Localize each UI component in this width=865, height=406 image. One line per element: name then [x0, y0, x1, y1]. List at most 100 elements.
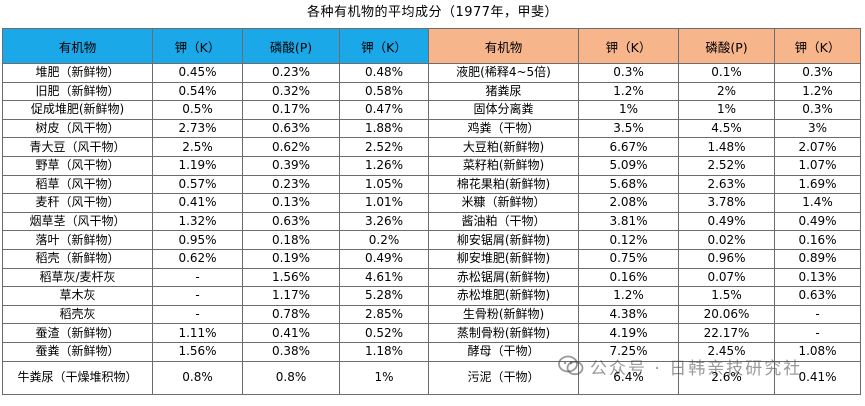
right-potassium-cell: 0.75%: [578, 248, 679, 269]
header-row: 有机物 钾（K） 磷酸(P) 钾（K） 有机物 钾（K） 磷酸(P) 钾（K）: [2, 28, 861, 64]
right-phosphoric-acid-cell: 2.63%: [678, 174, 775, 195]
left-phosphoric-acid-cell: 0.63%: [242, 118, 340, 139]
left-potassium-2-cell: 2.85%: [339, 304, 429, 325]
table-row: 稻草（风干物） 0.57% 0.23% 1.05% 棉花果粕(新鲜物) 5.68% 2.63…: [2, 174, 861, 195]
right-potassium-cell: 3.5%: [578, 118, 679, 139]
table-body: 堆肥（新鲜物） 0.45% 0.23% 0.48% 液肥(稀释4~5倍) 0.3% 0.1%…: [2, 63, 861, 395]
right-organic-matter-cell: 酵母（干物）: [428, 341, 579, 362]
left-organic-matter-cell: 麦秆（风干物）: [2, 193, 153, 213]
right-potassium-cell: 6.67%: [578, 137, 679, 157]
left-phosphoric-acid-cell: 1.56%: [242, 267, 340, 288]
table-row: 树皮（风干物） 2.73% 0.63% 1.88% 鸡粪（干物） 3.5% 4.5% 3%: [2, 118, 861, 139]
left-phosphoric-acid-cell: 0.23%: [242, 174, 340, 195]
table-row: 堆肥（新鲜物） 0.45% 0.23% 0.48% 液肥(稀释4~5倍) 0.3% 0.1%…: [2, 63, 861, 83]
right-potassium-cell: 5.68%: [578, 174, 679, 195]
right-phosphoric-acid-cell: 4.5%: [678, 118, 775, 139]
left-phosphoric-acid-cell: 0.17%: [242, 100, 340, 120]
left-organic-matter-cell: 促成堆肥(新鲜物): [2, 100, 153, 120]
right-potassium-2-cell: 1.07%: [774, 155, 861, 176]
right-phosphoric-acid-cell: 0.49%: [678, 211, 775, 232]
right-potassium-2-cell: 1.4%: [774, 193, 861, 213]
right-potassium-2-cell: 0.49%: [774, 211, 861, 232]
left-organic-matter-cell: 稻草灰/麦杆灰: [2, 267, 153, 288]
table-row: 草木灰 -1.17% 5.28% 赤松堆肥(新鲜物) 1.2% 1.5% 0.63%: [2, 286, 861, 306]
left-potassium-2-cell: 0.52%: [339, 323, 429, 343]
table-row: 稻草灰/麦杆灰 -1.56% 4.61% 赤松锯屑(新鲜物) 0.16% 0.07% 0.1…: [2, 267, 861, 288]
left-organic-matter-cell: 草木灰: [2, 286, 153, 306]
left-potassium-cell: 2.5%: [152, 137, 243, 157]
right-phosphoric-acid-cell: 3.78%: [678, 193, 775, 213]
right-phosphoric-acid-cell: 2.45%: [678, 341, 775, 362]
table-row: 麦秆（风干物） 0.41% 0.13% 1.01% 米糠（新鲜物） 2.08% 3.78% 1…: [2, 193, 861, 213]
left-potassium-cell: 0.95%: [152, 230, 243, 250]
right-organic-matter-cell: 米糠（新鲜物）: [428, 193, 579, 213]
right-potassium-2-cell: 2.07%: [774, 137, 861, 157]
left-potassium-2-cell: 1.05%: [339, 174, 429, 195]
right-potassium-cell: 7.25%: [578, 341, 679, 362]
right-phosphoric-acid-cell: 0.02%: [678, 230, 775, 250]
left-potassium-2-cell: 1.26%: [339, 155, 429, 176]
table-row: 野草（风干物） 1.19% 0.39% 1.26% 菜籽粕(新鲜物) 5.09% 2.52%…: [2, 155, 861, 176]
left-potassium-cell: -: [152, 286, 243, 306]
right-potassium-cell: 0.12%: [578, 230, 679, 250]
left-organic-matter-cell: 蚕渣（新鲜物）: [2, 323, 153, 343]
left-potassium-2-cell: 1.18%: [339, 341, 429, 362]
left-potassium-cell: 2.73%: [152, 118, 243, 139]
left-header-potassium: 钾（K）: [152, 28, 243, 64]
right-potassium-cell: 1.2%: [578, 81, 679, 102]
left-phosphoric-acid-cell: 0.32%: [242, 81, 340, 102]
right-potassium-2-cell: 1.08%: [774, 341, 861, 362]
left-organic-matter-cell: 稻壳（新鲜物）: [2, 248, 153, 269]
left-potassium-cell: 1.19%: [152, 155, 243, 176]
left-potassium-2-cell: 1.01%: [339, 193, 429, 213]
left-potassium-cell: 0.8%: [152, 360, 243, 395]
right-phosphoric-acid-cell: 1.48%: [678, 137, 775, 157]
right-potassium-2-cell: -: [774, 304, 861, 325]
right-organic-matter-cell: 污泥（干物）: [428, 360, 579, 395]
left-organic-matter-cell: 树皮（风干物）: [2, 118, 153, 139]
right-organic-matter-cell: 酱油粕（干物）: [428, 211, 579, 232]
right-potassium-2-cell: 1.2%: [774, 81, 861, 102]
left-phosphoric-acid-cell: 0.23%: [242, 63, 340, 83]
table-row: 烟草茎（风干物） 1.32% 0.63% 3.26% 酱油粕（干物） 3.81% 0.49%…: [2, 211, 861, 232]
right-potassium-cell: 4.38%: [578, 304, 679, 325]
right-potassium-2-cell: -: [774, 323, 861, 343]
table-row: 稻壳灰 -0.78% 2.85% 生骨粉(新鲜物) 4.38% 20.06% -: [2, 304, 861, 325]
table-row: 促成堆肥(新鲜物) 0.5% 0.17% 0.47% 固体分离粪 1% 1% 0.3%: [2, 100, 861, 120]
left-potassium-cell: -: [152, 304, 243, 325]
left-phosphoric-acid-cell: 0.41%: [242, 323, 340, 343]
right-organic-matter-cell: 柳安堆肥(新鲜物): [428, 248, 579, 269]
right-organic-matter-cell: 棉花果粕(新鲜物): [428, 174, 579, 195]
table-row: 蚕渣（新鲜物） 1.11% 0.41% 0.52% 蒸制骨粉(新鲜物) 4.19% 22.1…: [2, 323, 861, 343]
left-potassium-2-cell: 4.61%: [339, 267, 429, 288]
right-phosphoric-acid-cell: 1.5%: [678, 286, 775, 306]
left-potassium-2-cell: 5.28%: [339, 286, 429, 306]
left-potassium-cell: 0.45%: [152, 63, 243, 83]
right-phosphoric-acid-cell: 20.06%: [678, 304, 775, 325]
left-phosphoric-acid-cell: 0.63%: [242, 211, 340, 232]
right-potassium-2-cell: 3%: [774, 118, 861, 139]
left-potassium-cell: -: [152, 267, 243, 288]
right-organic-matter-cell: 菜籽粕(新鲜物): [428, 155, 579, 176]
table-row: 牛粪尿（干燥堆积物） 0.8% 0.8% 1% 污泥（干物） 6.4% 2.6% 0.41%: [2, 360, 861, 395]
left-phosphoric-acid-cell: 0.78%: [242, 304, 340, 325]
left-potassium-cell: 0.54%: [152, 81, 243, 102]
left-phosphoric-acid-cell: 0.13%: [242, 193, 340, 213]
right-potassium-2-cell: 0.3%: [774, 100, 861, 120]
right-potassium-2-cell: 0.16%: [774, 230, 861, 250]
left-potassium-cell: 1.32%: [152, 211, 243, 232]
right-organic-matter-cell: 生骨粉(新鲜物): [428, 304, 579, 325]
left-phosphoric-acid-cell: 0.19%: [242, 248, 340, 269]
right-phosphoric-acid-cell: 2.6%: [678, 360, 775, 395]
left-potassium-2-cell: 0.48%: [339, 63, 429, 83]
left-organic-matter-cell: 野草（风干物）: [2, 155, 153, 176]
left-phosphoric-acid-cell: 0.18%: [242, 230, 340, 250]
left-potassium-2-cell: 0.47%: [339, 100, 429, 120]
left-header-organic-matter: 有机物: [2, 28, 153, 64]
right-organic-matter-cell: 猪粪尿: [428, 81, 579, 102]
table-title: 各种有机物的平均成分（1977年，甲斐）: [306, 5, 559, 20]
left-phosphoric-acid-cell: 0.8%: [242, 360, 340, 395]
right-phosphoric-acid-cell: 22.17%: [678, 323, 775, 343]
nutrient-table: 有机物 钾（K） 磷酸(P) 钾（K） 有机物 钾（K） 磷酸(P) 钾（K） 堆肥（新鲜物）…: [2, 28, 861, 395]
right-potassium-cell: 2.08%: [578, 193, 679, 213]
